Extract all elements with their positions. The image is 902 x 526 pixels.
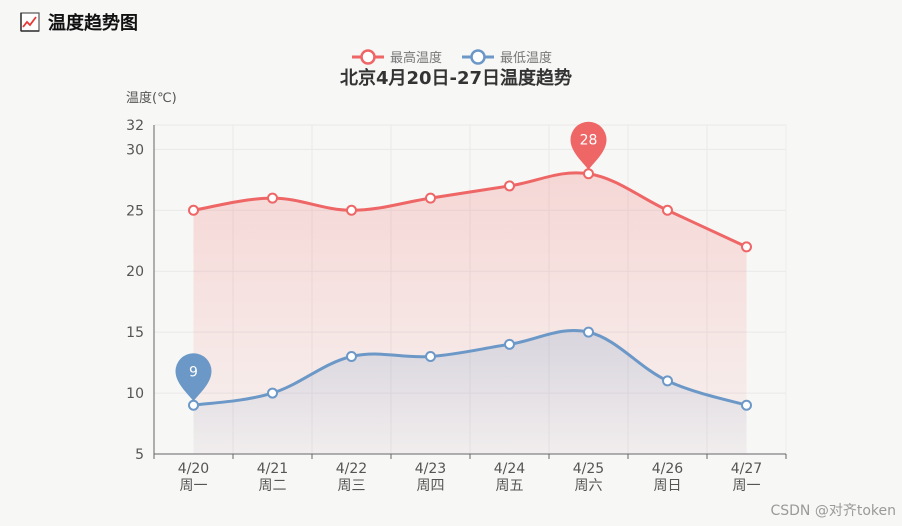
- x-tick-label: 4/24: [494, 461, 526, 477]
- legend-label: 最低温度: [500, 50, 552, 66]
- x-tick-label: 4/22: [336, 461, 367, 477]
- watermark: CSDN @对齐token: [770, 503, 896, 519]
- data-point: [583, 326, 594, 338]
- x-tick-label: 4/23: [415, 461, 446, 477]
- data-point: [267, 192, 278, 204]
- x-tick-label: 4/21: [257, 461, 288, 477]
- y-tick-label: 25: [126, 203, 144, 219]
- x-tick-sublabel: 周一: [180, 478, 208, 494]
- series-area: [193, 330, 747, 454]
- page-header: 温度趋势图: [20, 9, 138, 35]
- y-tick-label: 30: [126, 142, 144, 158]
- y-axis-label: 温度(℃): [126, 90, 177, 106]
- series-line: [193, 328, 747, 407]
- line-chart-icon: [20, 12, 40, 32]
- data-point: [662, 204, 673, 216]
- data-point: [346, 204, 357, 216]
- y-tick-label: 10: [126, 386, 144, 402]
- data-point: [188, 399, 199, 411]
- mark-point-label: 28: [580, 133, 598, 149]
- legend-marker: [360, 49, 376, 65]
- data-point: [425, 351, 436, 363]
- data-point: [504, 180, 515, 192]
- x-tick-sublabel: 周日: [654, 478, 682, 494]
- x-tick-sublabel: 周一: [733, 478, 761, 494]
- data-point: [741, 241, 752, 253]
- chart-legend: 最高温度 最低温度: [352, 49, 552, 66]
- y-tick-label: 5: [135, 447, 144, 463]
- chart-title: 北京4月20日-27日温度趋势: [340, 67, 572, 89]
- data-point: [583, 168, 594, 180]
- x-tick-sublabel: 周四: [417, 478, 445, 494]
- data-point: [188, 204, 199, 216]
- page-title: 温度趋势图: [48, 13, 138, 34]
- legend-item: 最低温度: [462, 49, 552, 66]
- mark-point-label: 9: [189, 364, 198, 380]
- y-tick-label: 15: [126, 325, 144, 341]
- data-point: [267, 387, 278, 399]
- x-tick-label: 4/20: [178, 461, 209, 477]
- x-tick-label: 4/27: [731, 461, 762, 477]
- legend-label: 最高温度: [390, 50, 442, 66]
- data-point: [504, 338, 515, 350]
- x-tick-sublabel: 周六: [575, 478, 603, 494]
- x-tick-sublabel: 周五: [496, 478, 524, 494]
- legend-marker: [470, 49, 486, 65]
- x-tick-label: 4/26: [652, 461, 684, 477]
- x-tick-sublabel: 周三: [338, 478, 366, 494]
- legend-item: 最高温度: [352, 49, 442, 66]
- x-tick-sublabel: 周二: [259, 478, 287, 494]
- data-point: [346, 351, 357, 363]
- series-min-temp: 9: [175, 326, 752, 454]
- y-tick-label: 32: [126, 118, 144, 134]
- data-point: [741, 399, 752, 411]
- y-tick-label: 20: [126, 264, 144, 280]
- mark-point-pin: [570, 121, 607, 170]
- x-tick-label: 4/25: [573, 461, 604, 477]
- mark-point-pin: [175, 353, 212, 402]
- data-point: [425, 192, 436, 204]
- data-point: [662, 375, 673, 387]
